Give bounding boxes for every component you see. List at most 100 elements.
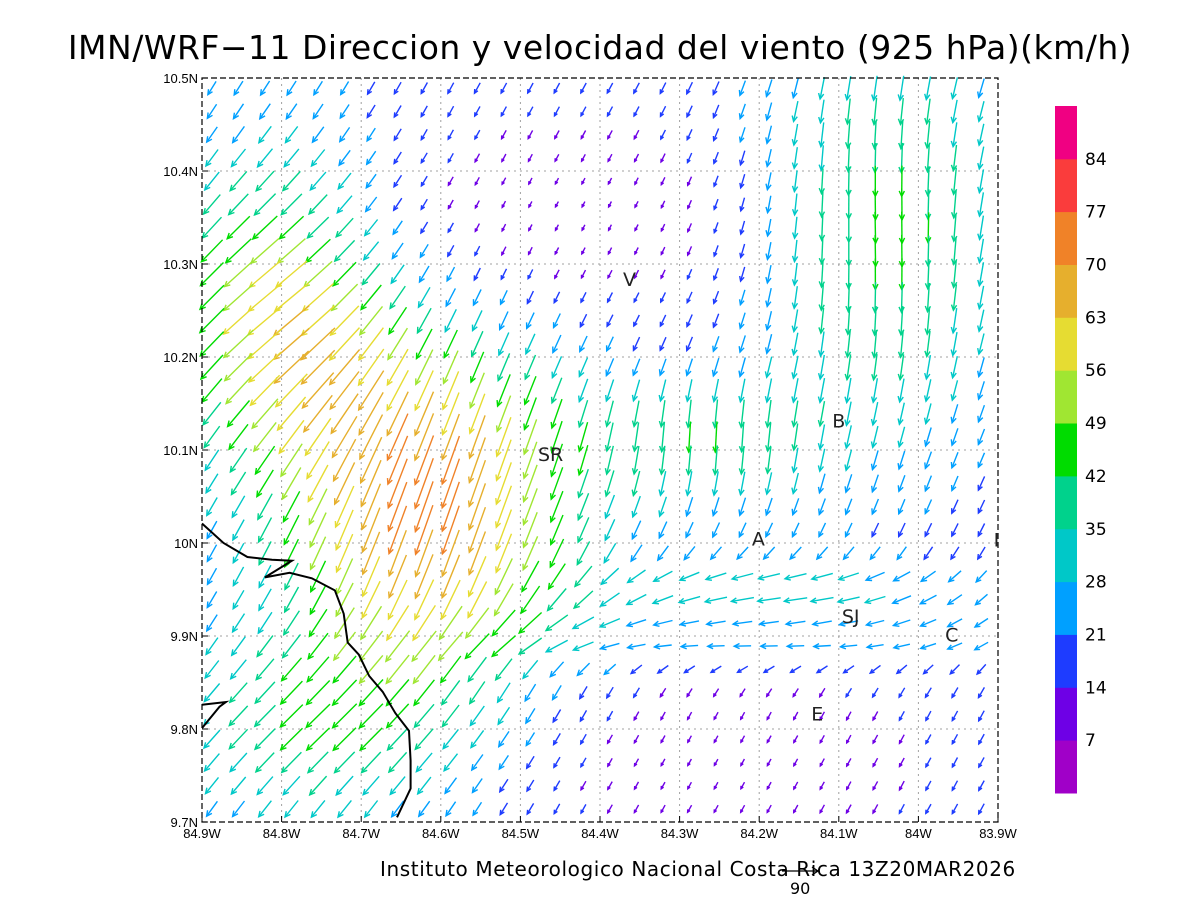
wind-vector [678,620,700,627]
wind-vector [358,327,384,362]
wind-vector [738,335,746,354]
wind-vector [579,335,588,353]
wind-vector [687,781,693,791]
wind-vector [420,198,428,211]
wind-vector [247,328,283,360]
wind-vector [414,504,434,556]
wind-vector [384,630,411,663]
wind-vector [738,445,745,476]
wind-vector [365,150,377,166]
wind-vector [258,541,272,567]
wind-vector [336,195,353,215]
wind-vector [359,436,383,485]
wind-vector [819,758,825,768]
station-label: C [945,625,958,647]
wind-vector [918,594,937,605]
wind-vector [844,354,852,382]
wind-vector [686,711,693,721]
wind-vector [606,292,614,304]
wind-vector [607,130,613,141]
wind-vector [925,710,932,722]
colorbar-segment [1055,475,1077,530]
wind-vector [332,438,357,483]
wind-vector [711,357,720,378]
wind-vector [254,752,275,774]
wind-vector [254,681,276,705]
wind-vector [554,224,560,232]
wind-vector [229,447,248,474]
wind-vector [338,127,351,143]
wind-vector [414,529,434,578]
wind-vector [252,421,277,453]
wind-vector [549,514,564,546]
wind-vector [580,780,587,792]
wind-vector [871,354,878,382]
wind-vector [361,263,381,286]
wind-vector [389,285,406,310]
wind-vector [440,579,461,621]
wind-vector [284,562,299,591]
wind-vector [222,283,254,312]
wind-vector [441,413,460,461]
wind-vector [469,372,485,410]
wind-vector [256,635,274,658]
wind-vector [844,377,852,405]
wind-vector [553,756,561,769]
wind-vector [740,735,746,744]
wind-vector [630,544,643,563]
wind-vector [631,470,641,498]
wind-vector [306,216,330,240]
wind-vector [442,350,459,385]
wind-vector [554,247,560,256]
wind-vector [231,613,246,634]
wind-vector [552,733,561,746]
wind-vector [571,641,594,652]
wind-vector [652,619,673,627]
colorbar-label: 49 [1085,414,1107,434]
wind-vector [791,193,799,217]
lat-tick-label: 10.3N [163,257,198,272]
wind-vector [334,462,356,506]
wind-vector [284,800,299,819]
wind-vector [736,665,749,674]
wind-vector [898,780,905,792]
wind-vector [897,75,905,102]
wind-vector [581,247,586,256]
wind-vector [892,571,911,582]
wind-vector [898,757,905,768]
wind-vector [631,422,640,453]
wind-vector [282,775,301,796]
wind-vector [495,509,513,552]
wind-vector [577,468,589,499]
wind-vector [253,704,276,728]
wind-vector [604,445,614,476]
wind-vector [765,264,772,285]
wind-vector [285,103,298,121]
wind-vector [817,354,825,381]
wind-vector [467,483,487,532]
wind-vector [789,546,802,561]
wind-vector [224,376,252,405]
wind-vector [501,200,507,209]
wind-vector [496,682,511,704]
wind-vector [446,266,456,283]
wind-vector [547,563,566,591]
wind-vector [978,733,985,746]
wind-vector [812,642,831,650]
wind-vector [626,569,646,584]
wind-vector [443,753,459,773]
lat-tick-label: 9.8N [171,722,198,737]
wind-vector [498,332,510,357]
wind-vector [578,357,589,378]
wind-vector [738,312,746,330]
wind-vector [335,775,354,797]
wind-vector [712,151,719,165]
wind-vector [634,224,639,232]
wind-vector [203,753,220,773]
wind-vector [286,80,297,97]
wind-vector [739,688,746,698]
wind-vector [625,593,647,606]
wind-vector [950,331,958,357]
wind-vector [447,105,455,118]
